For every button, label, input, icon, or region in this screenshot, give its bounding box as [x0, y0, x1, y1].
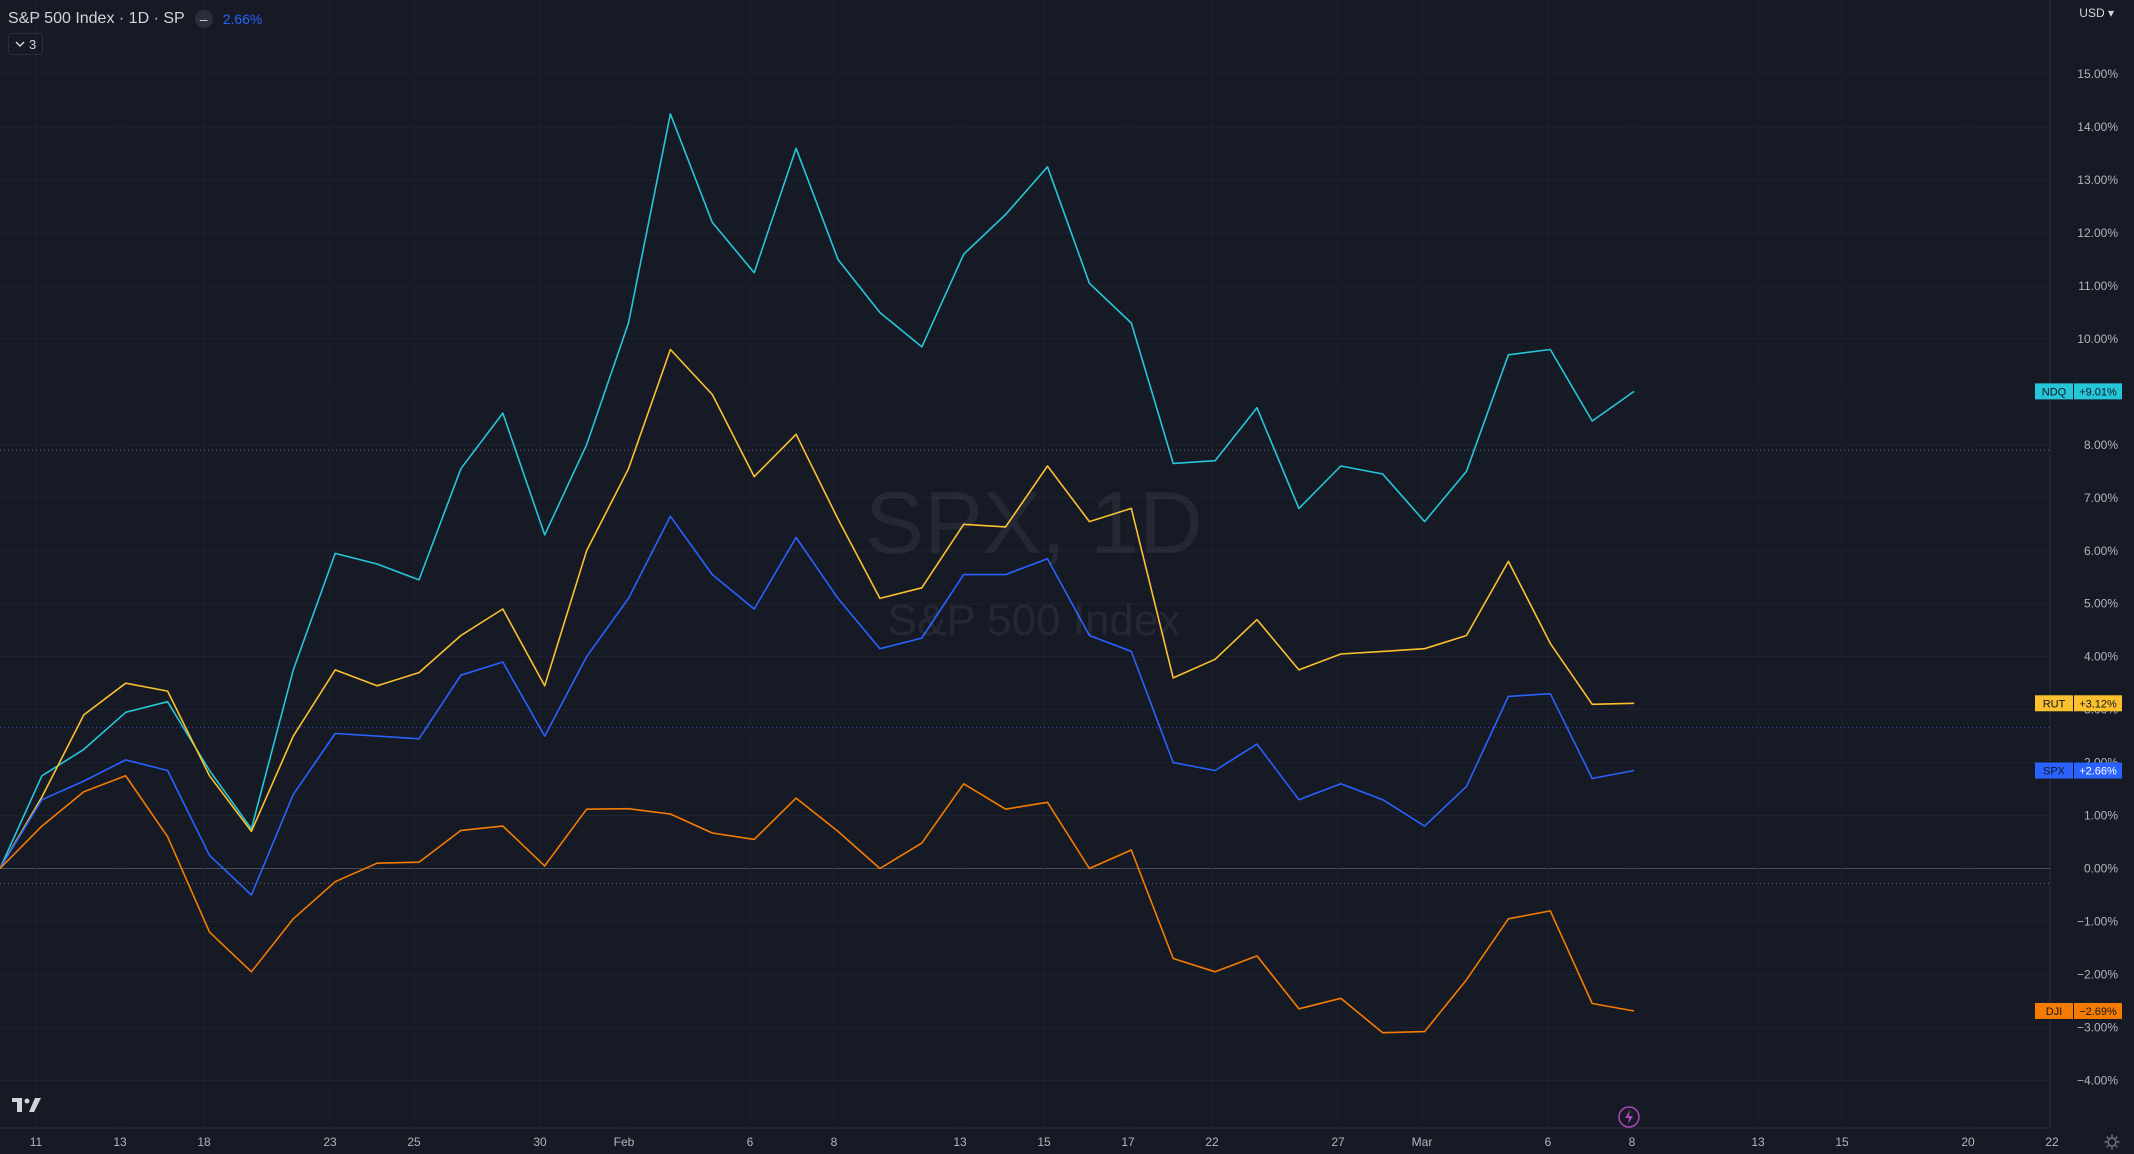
x-tick-label: 27 [1331, 1135, 1345, 1149]
badge-name: SPX [2043, 766, 2066, 778]
badge-value-bg [2074, 695, 2122, 712]
x-tick-label: 15 [1835, 1135, 1849, 1149]
y-tick-label: 10.00% [2077, 332, 2118, 346]
x-tick-label: 13 [1751, 1135, 1765, 1149]
x-tick-label: Feb [614, 1135, 635, 1149]
y-tick-label: 15.00% [2077, 67, 2118, 81]
gear-icon[interactable] [2104, 1134, 2120, 1150]
chart-header: S&P 500 Index · 1D · SP – 2.66% [8, 8, 262, 30]
change-percent: 2.66% [222, 11, 263, 27]
last-value-badge-rut: RUT +3.12% [2035, 695, 2122, 712]
y-tick-label: 12.00% [2077, 226, 2118, 240]
x-axis[interactable]: 11 13 18 23 25 30 Feb 6 8 13 15 17 22 27 Mar 6 8 13 15 20 22 [30, 1135, 2059, 1149]
series-lines [0, 113, 1635, 1034]
x-tick-label: 6 [747, 1135, 754, 1149]
symbol-title[interactable]: S&P 500 Index · 1D · SP [8, 10, 185, 27]
x-tick-label: 30 [533, 1135, 547, 1149]
x-tick-label: Mar [1412, 1135, 1433, 1149]
badge-value: +9.01% [2079, 386, 2117, 398]
badge-value-bg [2074, 762, 2122, 779]
x-tick-label: 13 [113, 1135, 127, 1149]
y-tick-label: 11.00% [2078, 279, 2118, 293]
lightning-icon[interactable] [1617, 1105, 1641, 1129]
x-tick-label: 18 [197, 1135, 211, 1149]
badge-name-bg [2035, 383, 2073, 400]
x-tick-label: 13 [953, 1135, 967, 1149]
x-tick-label: 22 [1205, 1135, 1219, 1149]
collapse-icon[interactable]: – [194, 10, 213, 28]
badge-name-bg [2035, 762, 2073, 779]
currency-selector[interactable]: USD ▾ [2079, 6, 2114, 20]
y-axis[interactable]: 15.00%14.00%13.00%12.00%11.00%10.00%9.00… [2077, 67, 2118, 1087]
x-tick-label: 15 [1037, 1135, 1051, 1149]
y-tick-label: −2.00% [2077, 967, 2118, 981]
badge-value: −2.69% [2079, 1006, 2117, 1018]
badge-value-bg [2074, 383, 2122, 400]
x-tick-label: 22 [2045, 1135, 2059, 1149]
series-line-spx [0, 515, 1635, 896]
y-tick-label: 4.00% [2084, 650, 2118, 664]
y-tick-label: 0.00% [2084, 862, 2118, 876]
y-tick-label: −3.00% [2077, 1020, 2118, 1034]
x-tick-label: 17 [1121, 1135, 1135, 1149]
last-value-badge-spx: SPX +2.66% [2035, 762, 2122, 779]
x-tick-label: 20 [1961, 1135, 1975, 1149]
x-tick-label: 8 [1629, 1135, 1636, 1149]
x-tick-label: 11 [30, 1135, 43, 1149]
last-value-badges: NDQ +9.01% RUT +3.12% SPX +2.66% DJI −2.69% [2035, 383, 2122, 1019]
y-tick-label: −1.00% [2077, 914, 2118, 928]
chevron-down-icon [15, 41, 25, 48]
chevron-down-icon: ▾ [2107, 6, 2114, 20]
y-tick-label: 1.00% [2084, 809, 2118, 823]
badge-value-bg [2074, 1002, 2122, 1019]
tradingview-logo-icon[interactable] [12, 1098, 42, 1114]
y-tick-label: −4.00% [2077, 1073, 2118, 1087]
badge-name: RUT [2043, 698, 2066, 710]
x-tick-label: 23 [323, 1135, 337, 1149]
grid [0, 0, 2051, 1129]
badge-name-bg [2035, 695, 2073, 712]
y-tick-label: 13.00% [2077, 173, 2118, 187]
badge-name: NDQ [2042, 386, 2067, 398]
x-tick-label: 8 [831, 1135, 838, 1149]
last-value-badge-dji: DJI −2.69% [2035, 1002, 2122, 1019]
last-value-badge-ndq: NDQ +9.01% [2035, 383, 2122, 400]
x-tick-label: 25 [407, 1135, 421, 1149]
currency-label: USD [2079, 6, 2105, 20]
reference-lines [0, 449, 2050, 884]
y-tick-label: 14.00% [2077, 120, 2118, 134]
series-line-rut [0, 348, 1635, 869]
indicators-toggle[interactable]: 3 [8, 33, 44, 55]
badge-value: +2.66% [2079, 766, 2117, 778]
y-tick-label: 7.00% [2084, 491, 2118, 505]
series-line-ndq [0, 113, 1635, 869]
series-line-dji [0, 774, 1635, 1034]
y-tick-label: 8.00% [2084, 438, 2118, 452]
badge-name-bg [2035, 1002, 2073, 1019]
badge-value: +3.12% [2079, 698, 2117, 710]
y-tick-label: 5.00% [2084, 597, 2118, 611]
badge-name: DJI [2046, 1006, 2063, 1018]
y-tick-label: 6.00% [2084, 544, 2118, 558]
x-tick-label: 6 [1545, 1135, 1552, 1149]
indicator-count: 3 [29, 36, 37, 52]
